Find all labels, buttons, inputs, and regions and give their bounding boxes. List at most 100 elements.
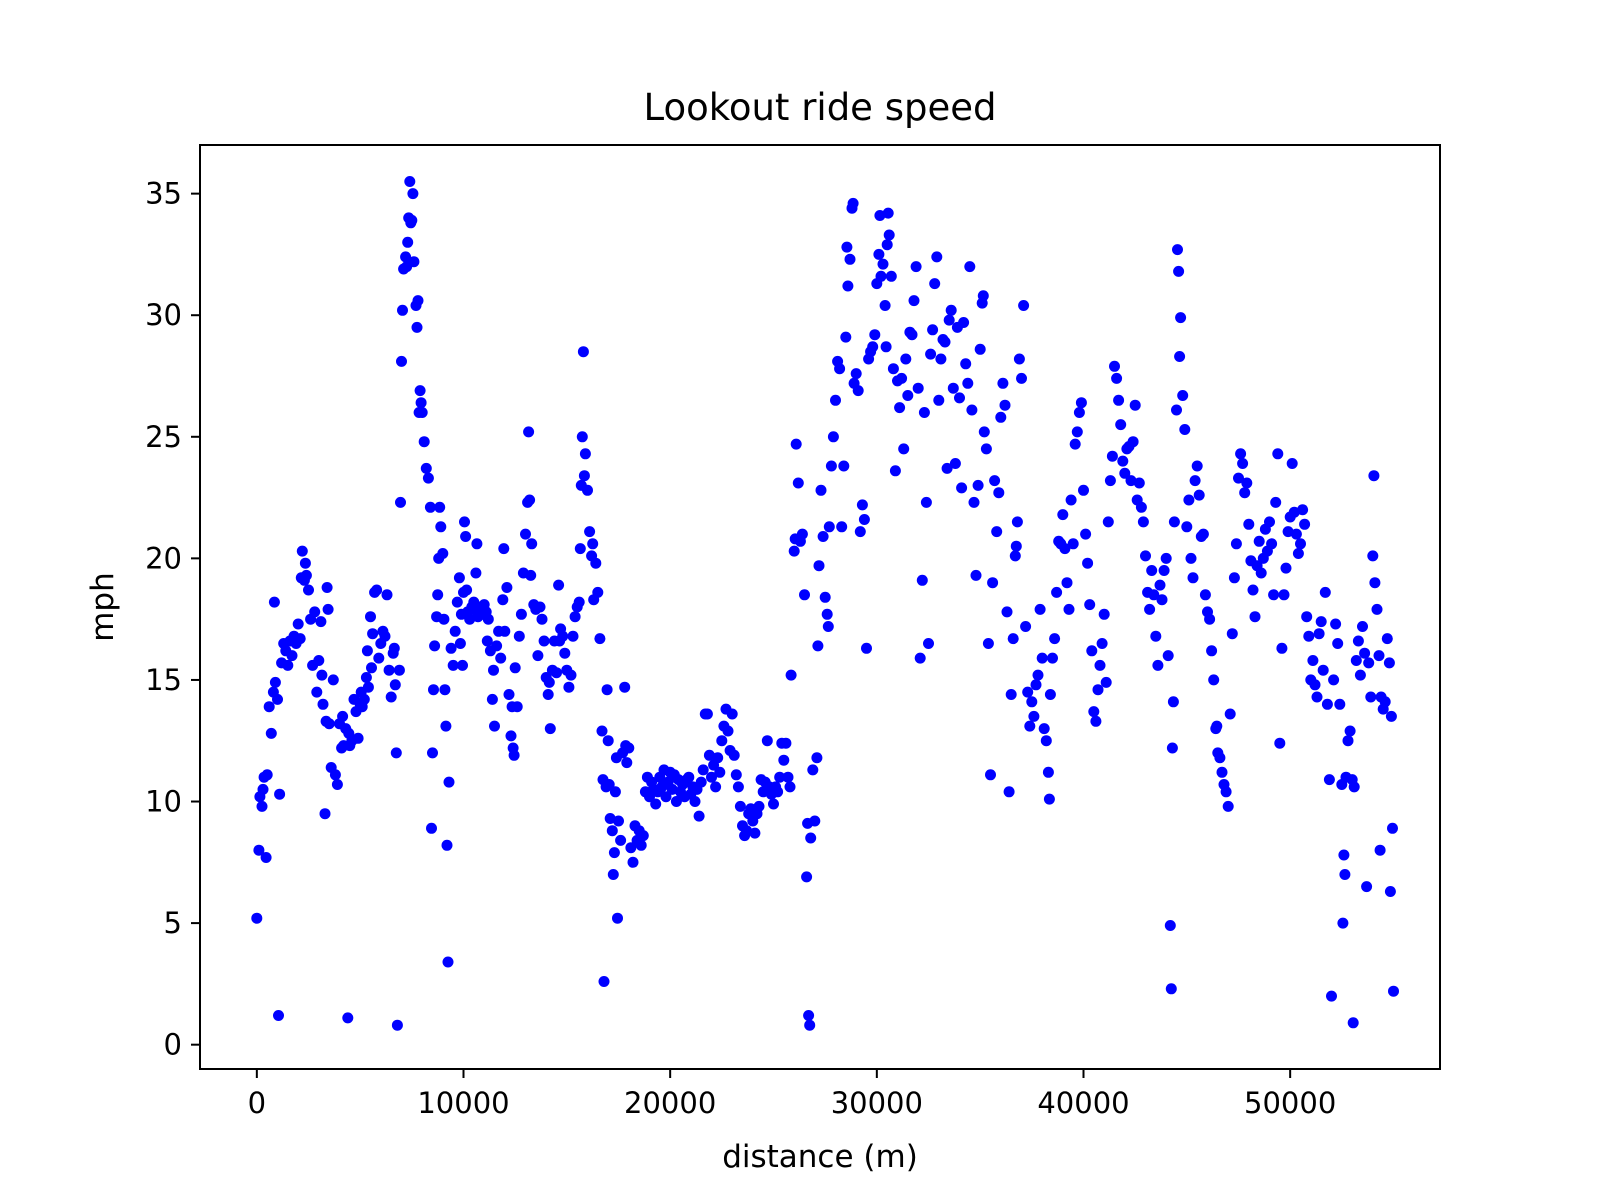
data-point [603, 779, 615, 790]
data-point [968, 496, 980, 508]
data-point [1069, 438, 1081, 450]
data-point [1156, 594, 1168, 606]
data-point [1278, 589, 1290, 601]
data-point [577, 346, 589, 358]
data-point [1164, 920, 1176, 931]
data-point [1311, 691, 1323, 703]
data-point [286, 650, 298, 662]
data-point [315, 616, 327, 628]
data-point [782, 771, 794, 783]
data-point [1179, 424, 1191, 435]
data-point [985, 769, 996, 781]
data-point [1197, 528, 1209, 540]
data-point [261, 769, 273, 781]
data-point [722, 725, 734, 737]
data-point [916, 574, 928, 586]
data-point [683, 771, 695, 783]
data-point [844, 253, 856, 265]
data-point [753, 800, 765, 812]
data-point [1166, 742, 1178, 754]
data-point [823, 521, 835, 533]
data-point [635, 839, 647, 851]
data-point [420, 462, 432, 474]
data-point [1005, 689, 1017, 700]
data-point [544, 723, 556, 735]
data-point [1249, 611, 1261, 623]
data-point [1321, 698, 1333, 710]
x-tick-label: 50000 [1244, 1086, 1336, 1120]
y-axis-label: mph [85, 572, 121, 642]
data-point [294, 633, 306, 645]
data-point [910, 261, 922, 273]
data-point [821, 608, 833, 620]
data-point [1255, 567, 1267, 579]
data-point [1043, 793, 1055, 805]
data-point [526, 538, 538, 550]
y-tick-label: 15 [145, 663, 182, 697]
data-point [1016, 372, 1027, 384]
data-point [964, 261, 976, 273]
data-point [511, 701, 523, 713]
data-point [822, 621, 834, 632]
data-point [1332, 638, 1344, 649]
data-point [460, 531, 472, 542]
data-point [627, 856, 639, 868]
data-point [1174, 351, 1186, 362]
x-tick-label: 40000 [1037, 1086, 1129, 1120]
data-point [422, 472, 434, 484]
data-point [557, 630, 569, 642]
data-point [337, 710, 349, 722]
data-point [977, 290, 989, 302]
data-point [1098, 608, 1110, 620]
data-point [1282, 526, 1294, 538]
data-point [440, 720, 452, 732]
data-point [1135, 501, 1147, 513]
data-point [941, 462, 953, 474]
data-point [701, 708, 713, 720]
data-point [1022, 686, 1034, 698]
x-tick-label: 30000 [831, 1086, 923, 1120]
data-point [613, 815, 624, 827]
data-point [447, 659, 459, 671]
data-point [418, 436, 430, 448]
data-point [625, 842, 637, 854]
data-point [1224, 708, 1236, 720]
data-point [812, 640, 824, 652]
data-point [706, 771, 717, 783]
data-point [406, 214, 418, 226]
data-point [947, 382, 959, 394]
data-point [1018, 300, 1030, 311]
data-point [838, 460, 850, 472]
data-point [373, 652, 385, 664]
data-point [438, 613, 450, 625]
data-point [1148, 589, 1160, 601]
data-point [987, 577, 999, 589]
data-point [1137, 516, 1149, 528]
data-point [875, 270, 887, 282]
data-point [923, 638, 934, 649]
data-point [796, 528, 808, 540]
data-point [542, 689, 554, 700]
data-point [801, 871, 813, 883]
data-point [778, 754, 790, 766]
data-point [920, 496, 932, 508]
data-point [1172, 244, 1183, 256]
data-point [590, 557, 602, 569]
data-point [896, 372, 908, 384]
data-point [995, 411, 1007, 423]
data-point [815, 484, 827, 496]
data-point [1028, 710, 1040, 722]
data-point [426, 822, 437, 834]
data-point [1222, 800, 1234, 812]
data-point [501, 582, 513, 593]
data-point [939, 336, 951, 348]
data-point [459, 516, 470, 528]
data-point [954, 392, 965, 404]
data-point [442, 956, 454, 968]
data-point [319, 808, 331, 820]
data-point [268, 596, 280, 608]
data-point [565, 669, 577, 681]
data-point [1387, 822, 1398, 834]
data-point [1090, 715, 1102, 727]
